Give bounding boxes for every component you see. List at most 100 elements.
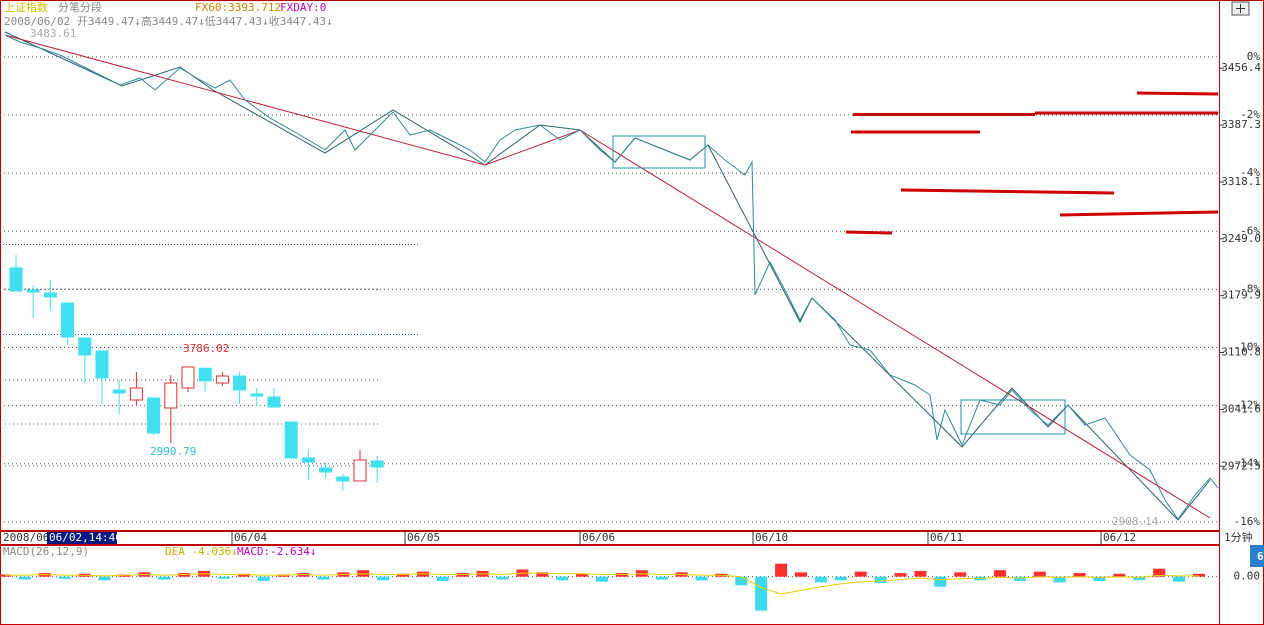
chart-subtitle: 分笔分段 (58, 0, 102, 14)
x-tick-label: 06/04 (234, 531, 267, 544)
macd-bar (18, 576, 31, 580)
candle-body (301, 457, 315, 463)
x-tick-label: 06/12 (1103, 531, 1136, 544)
y-tick-label: 2972.5 (1221, 459, 1261, 472)
badge-box[interactable] (1250, 545, 1264, 567)
order-bars (845, 91, 1219, 235)
candle-body (215, 375, 229, 384)
macd-bar (934, 576, 947, 587)
macd-bar (1133, 576, 1146, 581)
candle-body (43, 292, 57, 298)
macd-bar (556, 576, 569, 581)
annotation: FX60:3393.712 (195, 1, 281, 14)
macd-bar (775, 563, 788, 577)
y-tick-label: 3110.8 (1221, 345, 1261, 358)
candle-body (26, 289, 40, 293)
x-tick-label: 06/06 (582, 531, 615, 544)
period-label: 1分钟 (1224, 530, 1253, 544)
date-label: 2008/06 (3, 531, 49, 544)
y-tick-label: 3318.1 (1221, 175, 1261, 188)
y2-tick-label: -2% (1240, 108, 1260, 121)
macd-bar (257, 576, 270, 581)
macd-bar (317, 576, 330, 580)
macd-bar (58, 576, 71, 579)
dea-line (5, 572, 1199, 595)
candle-body (284, 421, 298, 459)
y2-tick-label: -16% (1234, 515, 1261, 528)
macd-bar (795, 572, 807, 577)
candle-body (267, 396, 281, 408)
x-tick-label: 06/10 (755, 531, 788, 544)
candle-body (95, 350, 109, 379)
macd-bar (1013, 576, 1026, 581)
macd-bar (994, 570, 1006, 577)
x-tick-label: 06/11 (930, 531, 963, 544)
macd-bar (496, 576, 509, 580)
macd-bar (755, 576, 768, 611)
annotation: 2008/06/02 开3449.47↓高3449.47↓低3447.43↓收3… (4, 14, 333, 28)
candle-body (336, 476, 350, 482)
annotation: MACD:-2.634↓ (237, 545, 316, 558)
annotation: 2908.14 (1112, 515, 1159, 528)
y-tick-label: 3456.4 (1221, 61, 1261, 74)
candle-body (233, 375, 247, 391)
y-tick-label: 3249.0 (1221, 232, 1261, 245)
macd-bar (158, 576, 171, 580)
candle-body (250, 393, 264, 397)
x-tick-label: 06/05 (407, 531, 440, 544)
order-bar (1059, 210, 1219, 217)
macd-title: MACD(26,12,9) (3, 545, 89, 558)
macd-bar (1053, 576, 1066, 583)
macd-bar (1153, 568, 1166, 577)
macd-bar (98, 576, 111, 581)
y2-tick-label: -14% (1234, 457, 1261, 470)
macd-bar (894, 573, 907, 577)
order-bar (845, 230, 893, 235)
order-bar (1136, 91, 1219, 96)
candle-body (198, 367, 212, 382)
candle-body (78, 337, 92, 356)
range-box (960, 399, 1066, 435)
y2-tick-label: -4% (1240, 166, 1260, 179)
macd-bar (1173, 576, 1186, 582)
annotation: 2990.79 (150, 445, 196, 458)
badge: 6 (1257, 550, 1264, 563)
macd-bar (914, 570, 927, 577)
macd-bar (954, 572, 967, 577)
macd-bar (695, 576, 708, 581)
chart-title: 上证指数 (4, 0, 48, 14)
candle-body (9, 267, 23, 292)
macd-bar (1033, 571, 1046, 577)
macd-bar (576, 573, 589, 577)
macd-bar (834, 576, 847, 581)
range-box (612, 135, 706, 169)
macd-bar (1093, 576, 1106, 581)
macd-bar (1113, 573, 1126, 577)
cursor-box (47, 532, 117, 544)
order-bar (900, 188, 1115, 195)
annotation: 3786.02 (183, 342, 229, 355)
macd-bar (436, 576, 449, 581)
candle-body (112, 389, 126, 394)
candle-body (181, 366, 195, 389)
y-tick-label: 3179.9 (1221, 289, 1261, 302)
macd-bar (814, 576, 827, 583)
candle-body (319, 467, 333, 473)
macd-bar (1193, 573, 1205, 577)
annotation: 3483.61 (30, 27, 76, 40)
macd-bar (655, 576, 668, 580)
y2-tick-label: -6% (1240, 224, 1260, 237)
macd-bar (854, 571, 867, 577)
y-tick-label: 3387.3 (1221, 118, 1261, 131)
annotation: DEA -4.036↓ (165, 545, 238, 558)
macd-bar (237, 573, 250, 577)
y2-tick-label: -8% (1240, 282, 1260, 295)
annotation: FXDAY:0 (280, 1, 326, 14)
macd-bar (377, 576, 390, 581)
y2-tick-label: -10% (1234, 341, 1261, 354)
y-tick-label: 0.00 (1234, 570, 1261, 583)
y-tick-label: 3041.6 (1221, 402, 1261, 415)
macd-bar (397, 573, 409, 577)
